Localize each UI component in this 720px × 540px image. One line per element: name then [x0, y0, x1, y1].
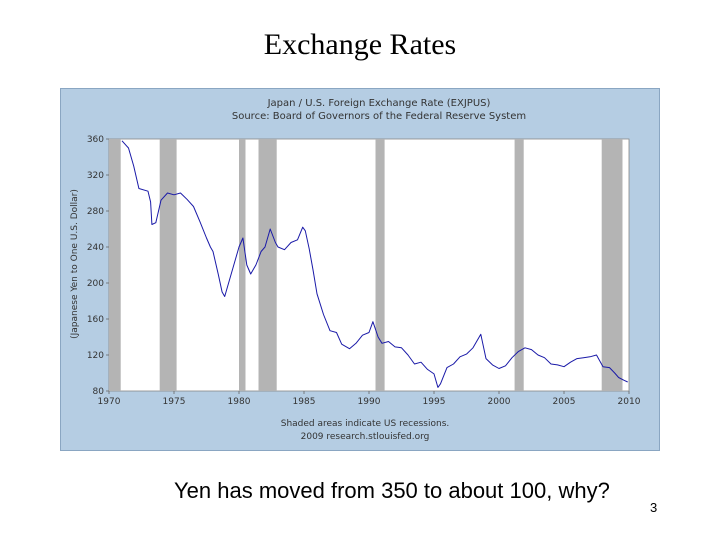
chart-title: Japan / U.S. Foreign Exchange Rate (EXJP… — [267, 98, 491, 109]
x-tick-label-2005: 2005 — [553, 397, 576, 407]
chart-frame: Japan / U.S. Foreign Exchange Rate (EXJP… — [60, 88, 660, 451]
y-axis-label: (Japanese Yen to One U.S. Dollar) — [70, 189, 80, 339]
slide-caption: Yen has moved from 350 to about 100, why… — [174, 478, 610, 503]
recession-band-4 — [375, 139, 385, 391]
slide-title: Exchange Rates — [263, 28, 457, 61]
x-tick-label-1985: 1985 — [293, 397, 316, 407]
y-tick-label-80: 80 — [93, 387, 105, 397]
y-tick-label-320: 320 — [87, 171, 104, 181]
y-tick-label-360: 360 — [87, 135, 104, 145]
x-tick-label-1970: 1970 — [98, 397, 121, 407]
x-tick-label-1995: 1995 — [423, 397, 446, 407]
recession-band-5 — [514, 139, 524, 391]
x-tick-label-2000: 2000 — [488, 397, 511, 407]
x-tick-label-1975: 1975 — [163, 397, 186, 407]
x-tick-label-1980: 1980 — [228, 397, 251, 407]
recession-band-0 — [109, 139, 121, 391]
recession-band-3 — [258, 139, 277, 391]
recession-band-1 — [159, 139, 177, 391]
chart-subtitle: Source: Board of Governors of the Federa… — [232, 111, 526, 122]
y-tick-label-120: 120 — [87, 351, 104, 361]
x-tick-label-1990: 1990 — [358, 397, 381, 407]
chart-footnote-source: 2009 research.stlouisfed.org — [301, 432, 430, 442]
series-line-0 — [121, 140, 628, 388]
exchange-rate-chart: Japan / U.S. Foreign Exchange Rate (EXJP… — [70, 98, 641, 442]
recession-band-2 — [239, 139, 246, 391]
plot-area — [108, 138, 630, 392]
page-number: 3 — [650, 500, 658, 515]
y-tick-label-160: 160 — [87, 315, 104, 325]
x-tick-label-2010: 2010 — [618, 397, 641, 407]
chart-footnote-recessions: Shaded areas indicate US recessions. — [281, 419, 450, 429]
y-tick-label-200: 200 — [87, 279, 104, 289]
y-tick-label-240: 240 — [87, 243, 104, 253]
recession-band-6 — [601, 139, 623, 391]
y-tick-label-280: 280 — [87, 207, 104, 217]
